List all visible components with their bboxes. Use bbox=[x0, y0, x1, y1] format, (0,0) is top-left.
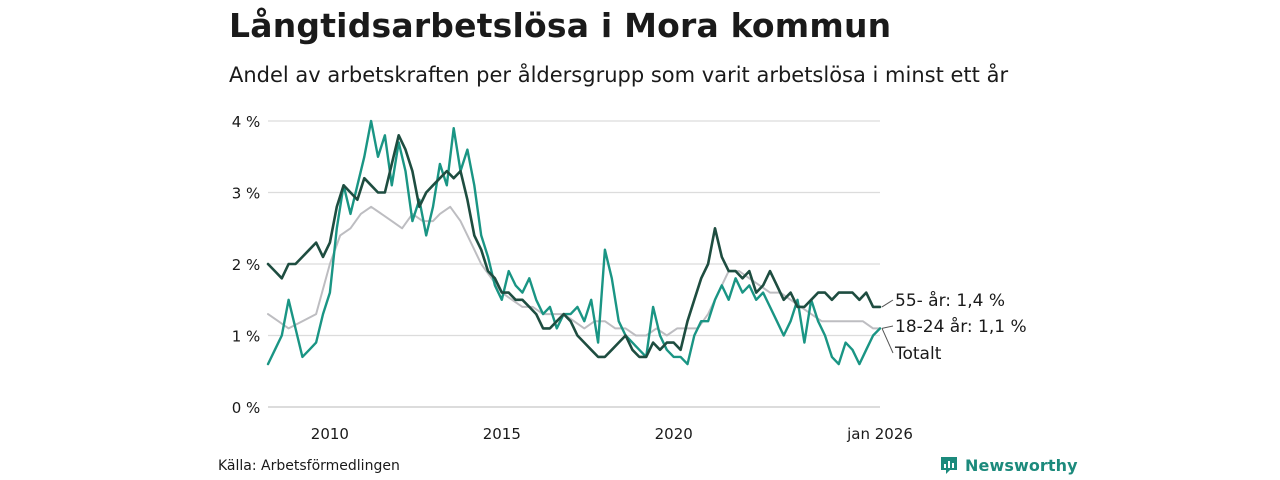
y-axis: 0 % 1 % 2 % 3 % 4 % bbox=[232, 113, 261, 417]
series-lines bbox=[266, 119, 882, 366]
brand-logo-group[interactable]: Newsworthy bbox=[939, 455, 1078, 475]
leader-line-total bbox=[881, 328, 894, 354]
leader-line-s1824 bbox=[881, 325, 894, 329]
y-tick-label: 3 % bbox=[232, 185, 261, 203]
end-label-s55: 55- år: 1,4 % bbox=[895, 290, 1005, 311]
series-line-total bbox=[267, 205, 881, 337]
x-tick-label: 2010 bbox=[311, 425, 349, 443]
series-line-s1824 bbox=[266, 119, 882, 366]
y-tick-label: 2 % bbox=[232, 256, 261, 274]
x-tick-label: jan 2026 bbox=[846, 425, 913, 443]
x-axis: 2010 2015 2020 jan 2026 bbox=[311, 425, 913, 443]
brand-name: Newsworthy bbox=[965, 455, 1078, 475]
chart-title: Långtidsarbetslösa i Mora kommun bbox=[229, 6, 892, 45]
source-note: Källa: Arbetsförmedlingen bbox=[218, 458, 400, 474]
x-tick-label: 2020 bbox=[655, 425, 693, 443]
y-tick-label: 0 % bbox=[232, 399, 261, 417]
chart-subtitle: Andel av arbetskraften per åldersgrupp s… bbox=[229, 63, 1009, 87]
end-label-s1824: 18-24 år: 1,1 % bbox=[895, 316, 1027, 337]
x-tick-label: 2015 bbox=[483, 425, 521, 443]
leader-line-s55 bbox=[881, 299, 894, 308]
gridlines bbox=[268, 120, 880, 408]
y-tick-label: 4 % bbox=[232, 113, 261, 131]
y-tick-label: 1 % bbox=[232, 328, 261, 346]
newsworthy-logo-icon bbox=[941, 457, 957, 474]
end-label-total: Totalt bbox=[894, 344, 942, 364]
end-labels: Totalt 18-24 år: 1,1 % 55- år: 1,4 % bbox=[881, 290, 1027, 364]
series-line-s55 bbox=[266, 134, 882, 359]
